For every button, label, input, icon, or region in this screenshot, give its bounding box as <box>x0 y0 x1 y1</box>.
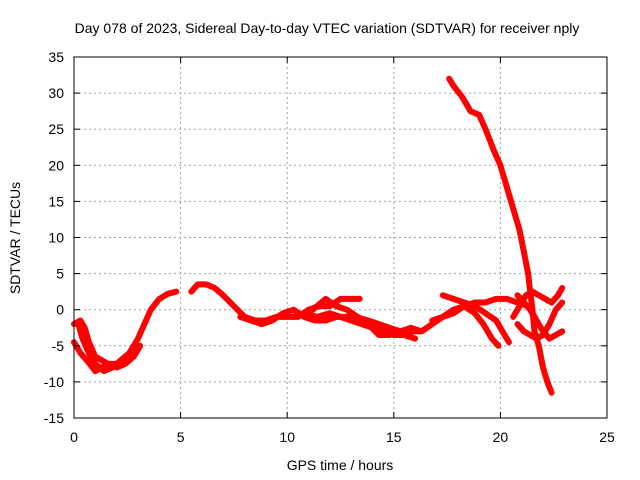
x-tick-label: 5 <box>177 429 185 445</box>
y-tick-label: 5 <box>56 266 64 282</box>
series-arc-9 <box>439 292 512 346</box>
series-arc-11 <box>514 292 566 342</box>
y-axis-label: SDTVAR / TECUs <box>7 182 23 294</box>
y-tick-label: 25 <box>48 121 64 137</box>
y-tick-label: 0 <box>56 302 64 318</box>
series-arc-7 <box>309 295 538 338</box>
x-tick-label: 25 <box>599 429 615 445</box>
y-tick-label: 10 <box>48 230 64 246</box>
y-tick-label: 20 <box>48 157 64 173</box>
series-arc-12 <box>510 285 566 320</box>
series-arc-10 <box>446 75 555 396</box>
chart-title: Day 078 of 2023, Sidereal Day-to-day VTE… <box>75 20 580 36</box>
x-tick-label: 20 <box>493 429 509 445</box>
x-axis-ticks: 0 5 10 15 20 25 <box>70 57 615 445</box>
x-tick-label: 0 <box>70 429 78 445</box>
series-arc-5 <box>237 306 423 335</box>
x-tick-label: 15 <box>386 429 402 445</box>
data-series <box>71 75 566 396</box>
y-tick-label: 35 <box>48 49 64 65</box>
series-arc-2 <box>71 339 144 375</box>
y-tick-label: -15 <box>44 410 64 426</box>
grid-lines <box>74 57 607 418</box>
y-tick-label: -5 <box>52 338 65 354</box>
series-arc-8 <box>429 303 502 349</box>
x-axis-label: GPS time / hours <box>287 457 394 473</box>
y-tick-label: -10 <box>44 374 64 390</box>
y-axis-ticks: -15 -10 -5 0 5 10 15 20 25 30 35 <box>44 49 607 426</box>
series-arc-3 <box>75 321 133 375</box>
x-tick-label: 10 <box>279 429 295 445</box>
y-tick-label: 15 <box>48 193 64 209</box>
series-arc-13 <box>514 299 566 342</box>
y-tick-label: 30 <box>48 85 64 101</box>
